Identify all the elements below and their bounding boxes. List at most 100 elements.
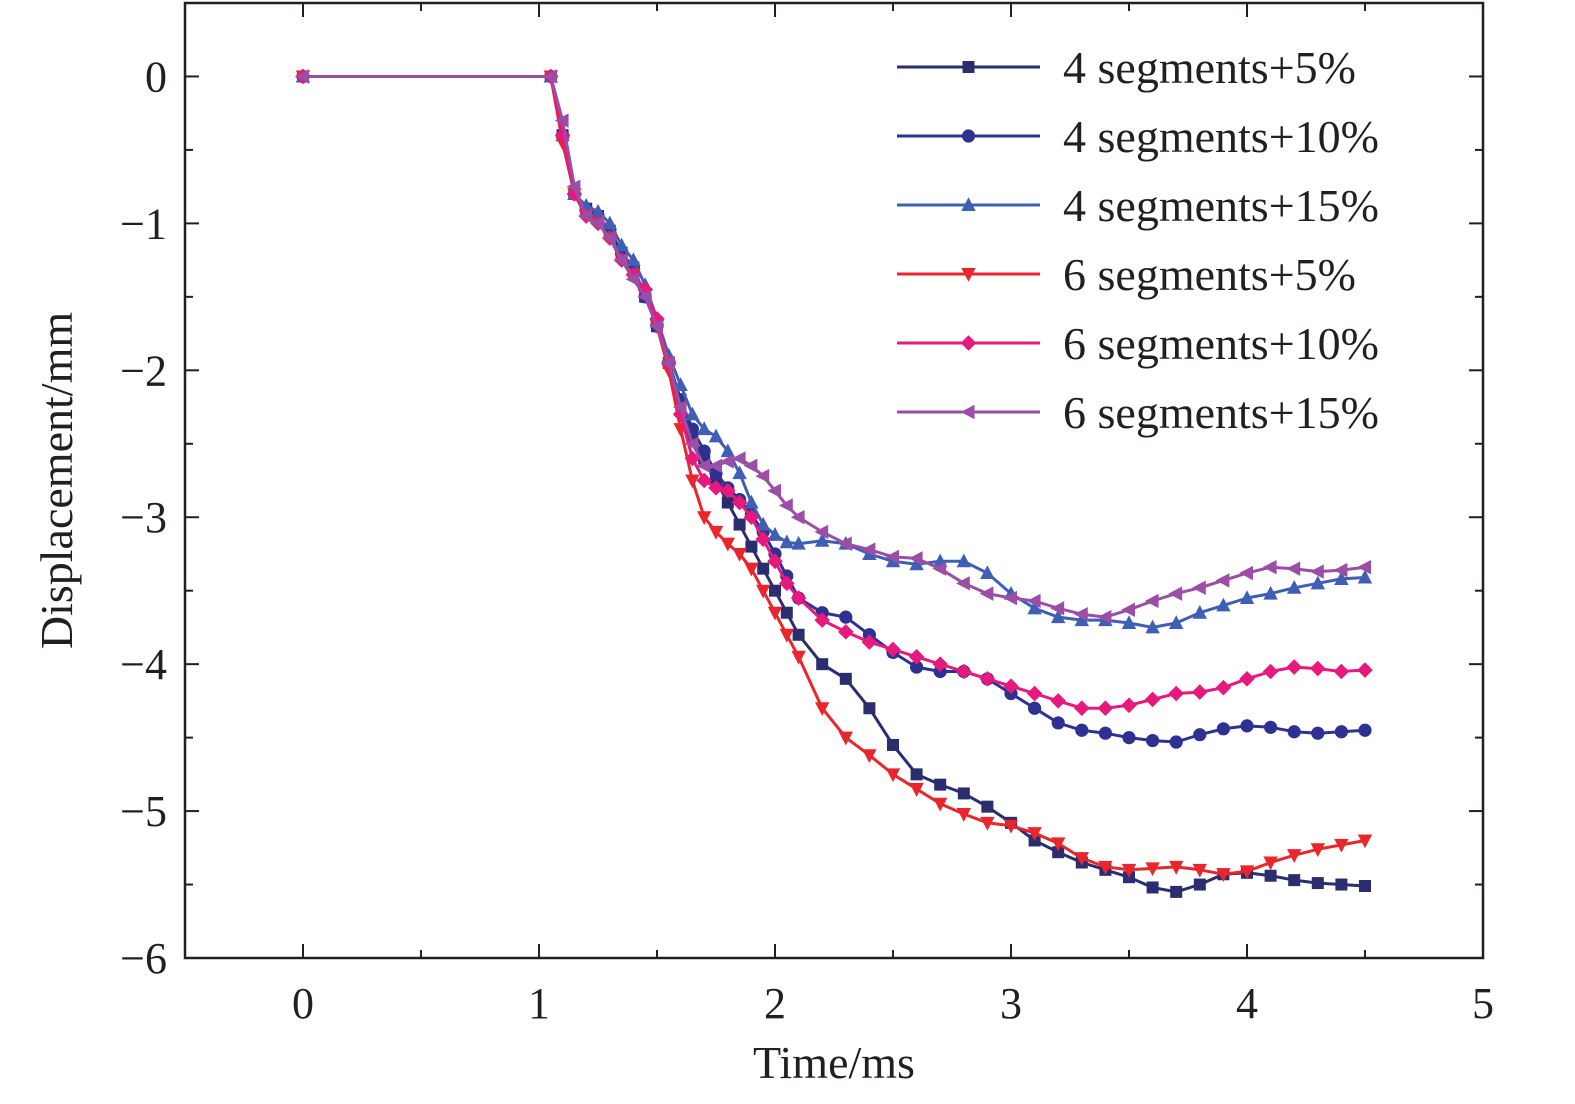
data-point	[838, 624, 854, 640]
x-axis-title: Time/ms	[753, 1037, 915, 1088]
data-point	[792, 628, 805, 641]
data-point	[979, 671, 996, 687]
data-point	[1358, 723, 1372, 737]
data-point	[1003, 819, 1019, 834]
data-point	[862, 749, 877, 764]
legend-item: 4 segments+10%	[897, 111, 1379, 162]
data-point	[602, 215, 617, 230]
data-point	[981, 800, 994, 813]
data-point	[1310, 843, 1325, 858]
legend-marker	[961, 197, 976, 211]
data-point	[720, 537, 735, 552]
data-point	[887, 738, 899, 751]
data-point	[956, 553, 971, 568]
y-axis-title: Displacement/mm	[31, 312, 82, 649]
data-point	[733, 518, 746, 531]
data-point	[863, 702, 876, 715]
data-point	[1357, 559, 1371, 575]
data-point	[1263, 856, 1278, 871]
data-point	[1121, 602, 1135, 617]
data-point	[957, 787, 970, 800]
x-tick-label: 4	[1236, 979, 1258, 1028]
data-point	[980, 565, 995, 580]
data-point	[980, 816, 995, 831]
data-point	[1264, 869, 1277, 882]
data-point	[1027, 827, 1042, 841]
data-point	[838, 536, 852, 551]
data-point	[861, 634, 878, 650]
data-point	[554, 113, 569, 128]
data-point	[720, 482, 736, 499]
data-point	[1264, 720, 1278, 734]
data-point	[908, 551, 923, 566]
data-point	[979, 586, 994, 601]
data-point	[1121, 615, 1137, 630]
data-point	[590, 203, 606, 218]
data-point	[1239, 865, 1255, 880]
y-tick-label: −3	[120, 493, 167, 542]
data-point	[697, 421, 712, 436]
data-point	[861, 542, 876, 557]
data-point	[756, 516, 771, 531]
data-point	[1357, 569, 1373, 584]
data-point	[744, 494, 759, 509]
data-point	[721, 496, 734, 509]
data-point	[566, 179, 581, 194]
data-point	[767, 553, 783, 570]
data-point	[1262, 663, 1279, 680]
data-point	[1288, 874, 1301, 887]
data-point	[1003, 678, 1019, 694]
data-point	[744, 562, 759, 577]
data-point	[1239, 671, 1255, 687]
legend: 4 segments+5% 4 segments+10% 4 segments+15…	[897, 42, 1379, 438]
data-point	[743, 458, 758, 474]
data-point	[1215, 573, 1230, 588]
data-point	[697, 444, 711, 458]
data-point	[731, 494, 748, 511]
data-point	[1333, 663, 1350, 680]
data-point	[1192, 580, 1206, 595]
data-point	[1144, 593, 1159, 609]
data-point	[1097, 609, 1112, 625]
data-point	[626, 252, 641, 267]
data-point	[1216, 868, 1231, 883]
data-point	[720, 443, 735, 458]
data-point	[1310, 660, 1326, 677]
data-point	[1074, 700, 1090, 717]
data-point	[578, 208, 593, 224]
legend-label: 6 segments+15%	[1063, 387, 1379, 438]
data-point	[932, 561, 947, 576]
data-point	[1146, 733, 1160, 748]
data-point	[1050, 601, 1065, 616]
data-point	[790, 510, 805, 525]
data-point	[1215, 679, 1232, 696]
data-point	[815, 532, 830, 547]
data-point	[910, 660, 924, 674]
data-point	[755, 531, 771, 548]
data-point	[1263, 585, 1278, 600]
x-tick-label: 3	[1000, 979, 1022, 1028]
data-point	[1169, 735, 1183, 749]
data-point	[649, 319, 663, 334]
data-point	[1145, 862, 1160, 877]
data-point	[1027, 600, 1042, 615]
data-point	[839, 610, 853, 624]
data-point	[1026, 685, 1043, 702]
axis-ticks	[184, 2, 1484, 959]
data-point	[1168, 586, 1183, 601]
data-point	[732, 547, 747, 562]
data-point	[1286, 561, 1301, 576]
data-point	[1287, 579, 1302, 594]
data-point	[885, 549, 899, 565]
data-point	[672, 399, 687, 415]
data-point	[1310, 564, 1324, 579]
data-point	[745, 540, 758, 553]
data-point	[685, 406, 700, 421]
data-point	[1122, 731, 1136, 745]
data-point	[1335, 878, 1348, 891]
x-tick-label: 0	[292, 979, 314, 1028]
plot-frame	[183, 1, 1485, 960]
data-point	[1051, 837, 1066, 852]
legend-marker	[960, 335, 977, 351]
